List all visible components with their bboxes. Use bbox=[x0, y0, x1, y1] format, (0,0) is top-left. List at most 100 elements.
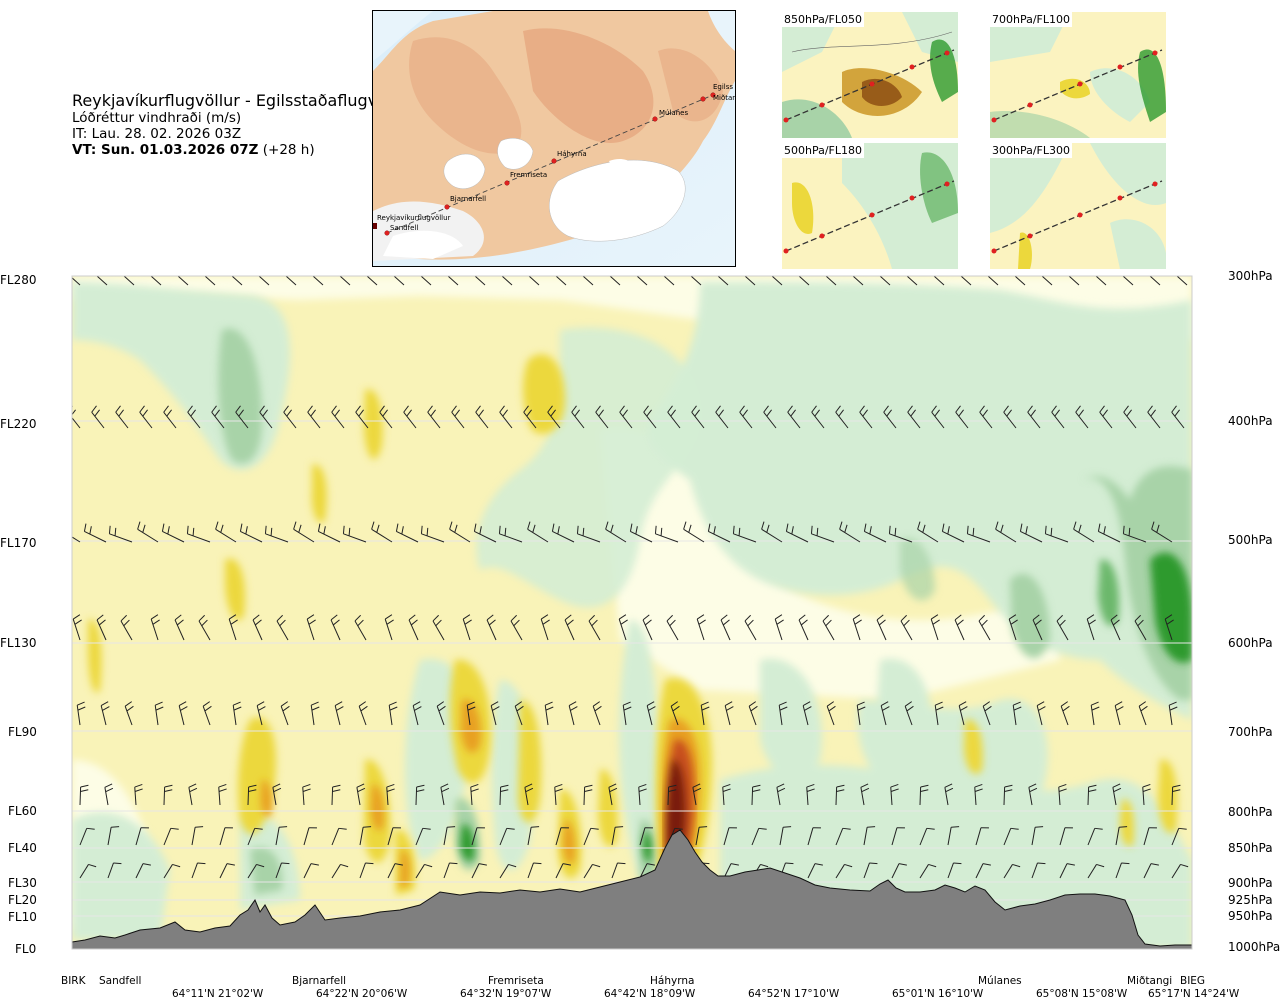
wind-barb-feather bbox=[357, 787, 366, 793]
wind-barb bbox=[1027, 411, 1041, 429]
wind-barb-feather bbox=[894, 527, 897, 536]
wind-barb bbox=[670, 706, 679, 726]
wind-barb-feather bbox=[690, 268, 694, 275]
wind-barb bbox=[366, 276, 378, 286]
wind-barb bbox=[1068, 276, 1080, 286]
wind-barb-feather bbox=[576, 525, 579, 534]
wind-barb bbox=[1003, 411, 1017, 429]
wind-barb bbox=[285, 276, 297, 286]
wind-barb bbox=[692, 787, 697, 806]
wind-barb-feather bbox=[139, 405, 145, 413]
wind-barb bbox=[79, 864, 89, 879]
station-label: Miðtangi bbox=[1127, 975, 1172, 987]
wind-barb-feather bbox=[432, 614, 440, 622]
wind-barb-feather bbox=[839, 521, 843, 530]
wind-barb-feather bbox=[785, 862, 794, 865]
wind-barb-feather bbox=[698, 619, 706, 625]
wind-barb bbox=[499, 864, 509, 879]
wind-barb-feather bbox=[1004, 784, 1013, 788]
wind-barb bbox=[1147, 411, 1161, 429]
wind-barb bbox=[1123, 533, 1147, 543]
wind-barb-feather bbox=[186, 525, 189, 534]
wind-barb bbox=[786, 531, 809, 543]
wind-barb-feather bbox=[956, 619, 964, 626]
wind-barb-feather bbox=[974, 783, 983, 788]
wind-barb bbox=[219, 827, 226, 846]
wind-barb bbox=[1090, 705, 1095, 726]
wind-barb-feather bbox=[164, 784, 173, 788]
wind-barb bbox=[218, 787, 221, 806]
wind-barb-feather bbox=[379, 405, 385, 413]
wind-barb bbox=[975, 863, 984, 879]
wind-barb bbox=[787, 411, 801, 429]
coord-label: 64°42'N 18°09'W bbox=[604, 988, 696, 1000]
wind-barb-feather bbox=[1078, 524, 1082, 533]
wind-barb bbox=[595, 411, 609, 429]
wind-barb-feather bbox=[660, 527, 663, 536]
wind-barb bbox=[432, 620, 445, 641]
wind-barb-feather bbox=[766, 524, 770, 533]
wind-barb-feather bbox=[163, 405, 169, 413]
wind-barb bbox=[1143, 863, 1152, 879]
wind-barb bbox=[527, 827, 532, 846]
wind-barb bbox=[514, 706, 523, 726]
wind-barb bbox=[191, 862, 198, 879]
wind-barb bbox=[524, 787, 529, 806]
wind-barb bbox=[72, 618, 81, 641]
wind-barb bbox=[379, 411, 393, 429]
coord-label: 64°52'N 17°10'W bbox=[748, 988, 840, 1000]
wind-barb-feather bbox=[200, 264, 204, 271]
wind-barb-feather bbox=[779, 706, 788, 711]
wind-barb bbox=[568, 705, 575, 726]
wind-barb-feather bbox=[760, 863, 769, 868]
wind-barb-feather bbox=[642, 614, 650, 621]
wind-barb bbox=[879, 276, 891, 286]
wind-barb-feather bbox=[930, 614, 939, 620]
wind-barb-feather bbox=[189, 787, 198, 793]
wind-barb bbox=[667, 786, 670, 806]
wind-barb bbox=[588, 620, 601, 641]
wind-barb bbox=[1051, 411, 1065, 429]
wind-barb bbox=[1168, 705, 1173, 726]
wind-barb bbox=[744, 276, 756, 286]
station-label: Múlanes bbox=[978, 975, 1022, 987]
coord-label: 64°22'N 20°06'W bbox=[316, 988, 408, 1000]
wind-barb bbox=[359, 827, 364, 846]
wind-barb bbox=[751, 828, 760, 846]
inset-label: 500hPa/FL180 bbox=[782, 143, 865, 158]
wind-barb-feather bbox=[863, 523, 867, 532]
wind-barb bbox=[696, 618, 705, 641]
wind-barb bbox=[852, 618, 861, 641]
wind-barb-feather bbox=[152, 619, 160, 625]
wind-barb-feather bbox=[177, 268, 181, 275]
wind-barb-feather bbox=[798, 614, 806, 621]
wind-barb-feather bbox=[995, 521, 999, 530]
wind-barb bbox=[523, 411, 537, 429]
wind-barb bbox=[466, 705, 471, 726]
wind-barb-feather bbox=[91, 405, 97, 413]
wind-barb-feather bbox=[355, 405, 361, 413]
wind-barb bbox=[1115, 862, 1122, 879]
wind-barb-feather bbox=[1006, 409, 1012, 417]
wind-barb-feather bbox=[245, 526, 248, 535]
wind-barb-feather bbox=[1166, 619, 1174, 625]
wind-barb bbox=[211, 411, 225, 429]
wind-barb bbox=[958, 705, 965, 726]
wind-barb-feather bbox=[72, 614, 81, 620]
wind-barb bbox=[839, 528, 861, 543]
wind-barb-feather bbox=[187, 405, 193, 413]
wind-barb-feather bbox=[592, 701, 600, 707]
wind-barb bbox=[403, 411, 417, 429]
coord-label: 65°08'N 15°08'W bbox=[1036, 988, 1128, 1000]
wind-barb bbox=[232, 705, 237, 726]
wind-barb bbox=[835, 828, 844, 846]
wind-barb-feather bbox=[860, 783, 869, 788]
wind-barb-feather bbox=[436, 701, 444, 707]
wind-barb-feather bbox=[192, 527, 195, 536]
wind-barb bbox=[1095, 276, 1107, 286]
route-title: Reykjavíkurflugvöllur - Egilsstaðaflugvö… bbox=[72, 91, 413, 110]
coord-label: 65°17'N 14°24'W bbox=[1148, 988, 1240, 1000]
wind-barb bbox=[174, 619, 185, 641]
wind-barb bbox=[499, 411, 513, 429]
